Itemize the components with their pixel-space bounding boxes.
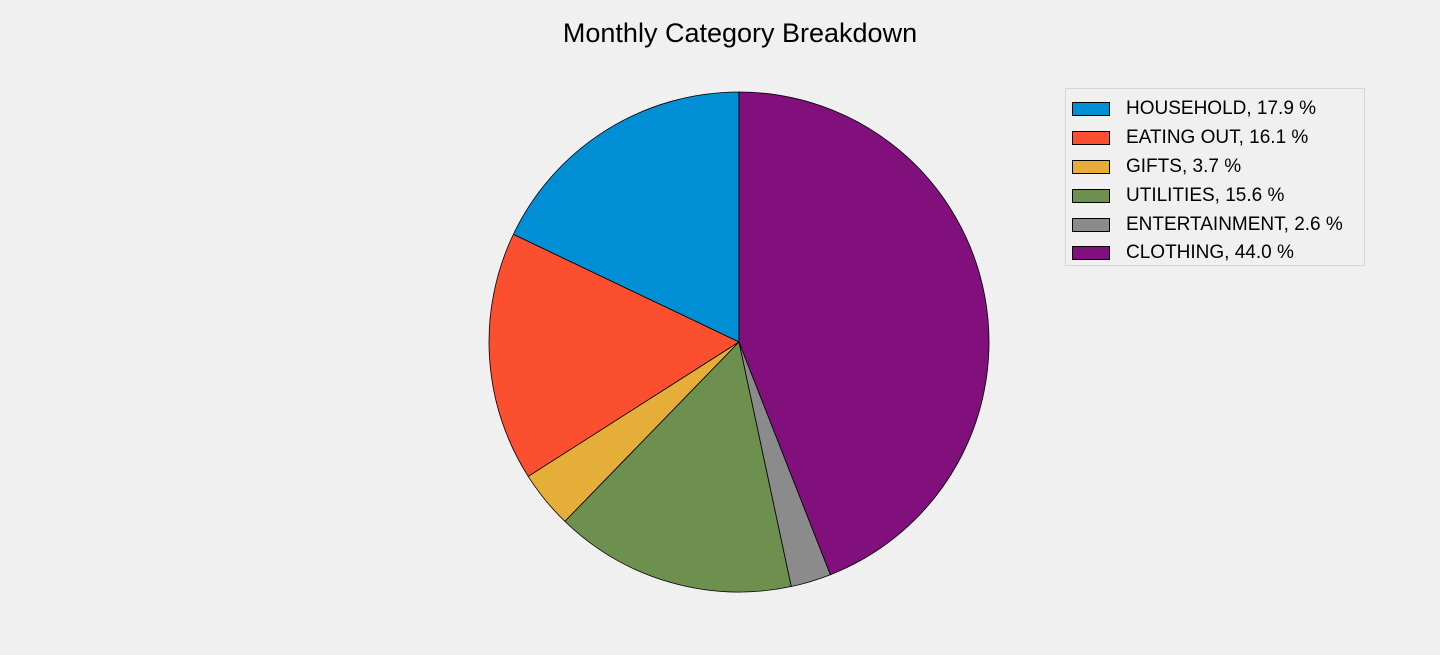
pie-slice-utilities (564, 341, 792, 593)
legend-item: ENTERTAINMENT, 2.6 % (1072, 210, 1364, 239)
legend-item: HOUSEHOLD, 17.9 % (1072, 95, 1364, 124)
legend-item: CLOTHING, 44.0 % (1072, 239, 1364, 268)
legend-label: ENTERTAINMENT, 2.6 % (1126, 213, 1343, 235)
pie-slice-household (512, 91, 740, 343)
legend-item: GIFTS, 3.7 % (1072, 153, 1364, 182)
legend-label: GIFTS, 3.7 % (1126, 155, 1242, 177)
pie-slice-eating-out (488, 233, 740, 477)
legend-label: HOUSEHOLD, 17.9 % (1126, 98, 1317, 120)
legend-swatch (1072, 102, 1110, 117)
legend-label: CLOTHING, 44.0 % (1126, 242, 1294, 264)
legend-swatch (1072, 159, 1110, 174)
legend-swatch (1072, 217, 1110, 232)
legend-swatch (1072, 246, 1110, 261)
legend-label: EATING OUT, 16.1 % (1126, 127, 1309, 149)
legend-swatch (1072, 188, 1110, 203)
legend: HOUSEHOLD, 17.9 % EATING OUT, 16.1 % GIFTS… (1065, 88, 1365, 266)
chart-title: Monthly Category Breakdown (562, 18, 918, 48)
legend-swatch (1072, 131, 1110, 146)
legend-item: EATING OUT, 16.1 % (1072, 124, 1364, 153)
legend-item: UTILITIES, 15.6 % (1072, 181, 1364, 210)
legend-label: UTILITIES, 15.6 % (1126, 184, 1285, 206)
pie-slice-clothing (738, 91, 990, 576)
